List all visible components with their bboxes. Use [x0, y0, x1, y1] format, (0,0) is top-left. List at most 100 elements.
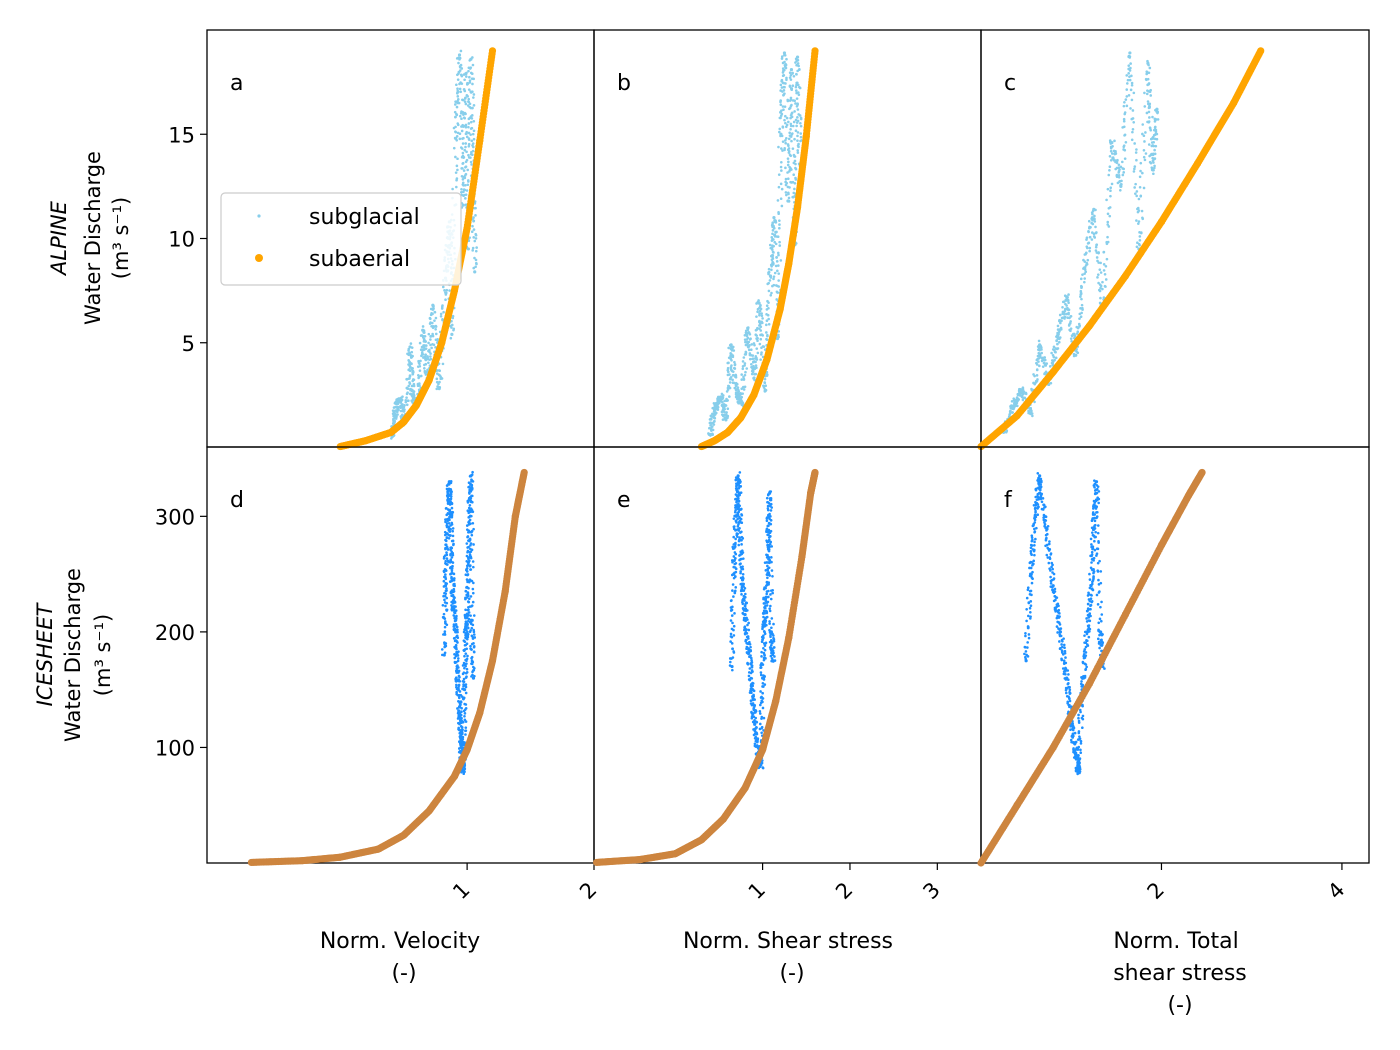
- point-d-subglacial: [457, 728, 461, 732]
- point-a-subglacial: [393, 412, 397, 416]
- point-d-subglacial: [453, 652, 456, 656]
- point-e-subglacial: [741, 600, 744, 604]
- point-e-subglacial: [739, 557, 742, 561]
- point-a-subglacial: [467, 131, 471, 135]
- point-a-subglacial: [407, 384, 411, 388]
- point-d-subglacial: [447, 489, 450, 493]
- point-b-subglacial: [789, 154, 793, 158]
- point-b-subglacial: [723, 399, 726, 403]
- point-b-subglacial: [734, 391, 738, 395]
- point-a-subglacial: [466, 168, 470, 172]
- point-c-subglacial: [1024, 392, 1028, 396]
- point-a-subglacial: [455, 185, 458, 189]
- point-b-subglacial: [785, 57, 788, 61]
- point-d-subglacial: [454, 643, 458, 647]
- point-c-subglacial: [1045, 362, 1049, 365]
- point-a-subglacial: [418, 341, 422, 345]
- point-c-subglacial: [1068, 323, 1071, 326]
- point-b-subglacial: [731, 346, 734, 350]
- point-d-subglacial: [455, 690, 458, 694]
- point-b-subglacial: [754, 364, 758, 367]
- point-b-subglacial: [793, 187, 796, 191]
- point-e-subglacial: [746, 609, 749, 612]
- point-a-subglacial: [440, 377, 444, 380]
- point-d-subglacial: [449, 552, 452, 556]
- point-a-subglacial: [466, 81, 469, 85]
- point-c-subglacial: [1035, 374, 1039, 377]
- point-c-subglacial: [1110, 182, 1114, 186]
- point-d-subglacial: [455, 687, 459, 691]
- point-c-subglacial: [1152, 140, 1155, 144]
- point-c-subglacial: [1073, 334, 1077, 338]
- point-a-subglacial: [474, 258, 478, 262]
- point-b-subglacial: [742, 388, 746, 391]
- point-b-subglacial: [789, 98, 793, 102]
- point-b-subglacial: [759, 329, 763, 332]
- point-d-subglacial: [457, 684, 461, 688]
- point-a-subglacial: [408, 364, 412, 368]
- point-a-subglacial: [409, 342, 413, 345]
- point-b-subglacial: [795, 97, 799, 100]
- point-c-subglacial: [1087, 241, 1091, 245]
- point-b-subglacial: [784, 121, 787, 125]
- point-a-subglacial: [474, 214, 477, 217]
- point-b-subglacial: [753, 357, 757, 360]
- point-b-subglacial: [758, 314, 761, 317]
- point-b-subglacial: [799, 135, 803, 139]
- point-a-subglacial: [431, 308, 435, 311]
- point-b-subglacial: [737, 389, 741, 393]
- point-b-subglacial: [768, 279, 772, 282]
- point-c-subglacial: [1099, 261, 1102, 265]
- point-c-subglacial: [1118, 168, 1121, 171]
- point-d-subglacial: [440, 648, 444, 651]
- point-b-subglacial: [728, 381, 732, 384]
- point-e-subglacial: [747, 674, 751, 678]
- point-b-subglacial: [764, 384, 768, 388]
- point-a-subglacial: [407, 349, 410, 352]
- point-c-subglacial: [1123, 100, 1126, 104]
- point-b-subglacial: [783, 148, 786, 152]
- point-d-subglacial: [451, 539, 455, 543]
- point-d-subglacial: [445, 557, 449, 560]
- point-d-subglacial: [458, 675, 461, 679]
- point-c-subglacial: [1102, 269, 1106, 272]
- point-b-subglacial: [796, 131, 800, 134]
- point-a-subglacial: [471, 149, 475, 153]
- point-b-subglacial: [728, 395, 731, 398]
- point-a-subglacial: [471, 90, 474, 94]
- point-c-subglacial: [1151, 156, 1154, 160]
- point-c-subglacial: [1057, 319, 1061, 323]
- point-d-subglacial: [451, 510, 455, 514]
- point-d-subglacial: [463, 718, 467, 722]
- point-a-subglacial: [434, 324, 438, 328]
- point-a-subglacial: [472, 77, 475, 81]
- point-c-subglacial: [1091, 222, 1095, 226]
- point-c-subglacial: [1129, 88, 1133, 92]
- point-a-subglacial: [467, 144, 471, 148]
- point-d-subglacial: [459, 751, 462, 754]
- point-a-subglacial: [461, 178, 465, 181]
- point-b-subglacial: [790, 139, 793, 143]
- point-d-subglacial: [457, 713, 461, 717]
- point-c-subglacial: [1135, 219, 1138, 222]
- point-d-subglacial: [467, 545, 470, 549]
- point-a-subglacial: [467, 88, 471, 91]
- point-b-subglacial: [767, 270, 771, 274]
- point-c-subglacial: [1110, 140, 1114, 145]
- point-b-subglacial: [799, 124, 803, 128]
- point-e-subglacial: [736, 503, 739, 506]
- point-b-subglacial: [779, 132, 783, 136]
- point-e-subglacial: [730, 559, 734, 562]
- point-b-subglacial: [743, 362, 747, 365]
- point-b-subglacial: [761, 355, 765, 359]
- point-c-subglacial: [1057, 331, 1061, 334]
- point-a-subglacial: [440, 305, 444, 309]
- point-a-subglacial: [455, 164, 459, 168]
- point-a-subglacial: [474, 249, 478, 253]
- point-b-subglacial: [770, 268, 773, 272]
- point-c-subglacial: [1066, 298, 1070, 302]
- point-a-subglacial: [436, 385, 439, 388]
- point-a-subglacial: [411, 370, 414, 374]
- point-b-subglacial: [794, 89, 798, 92]
- point-b-subglacial: [746, 336, 750, 340]
